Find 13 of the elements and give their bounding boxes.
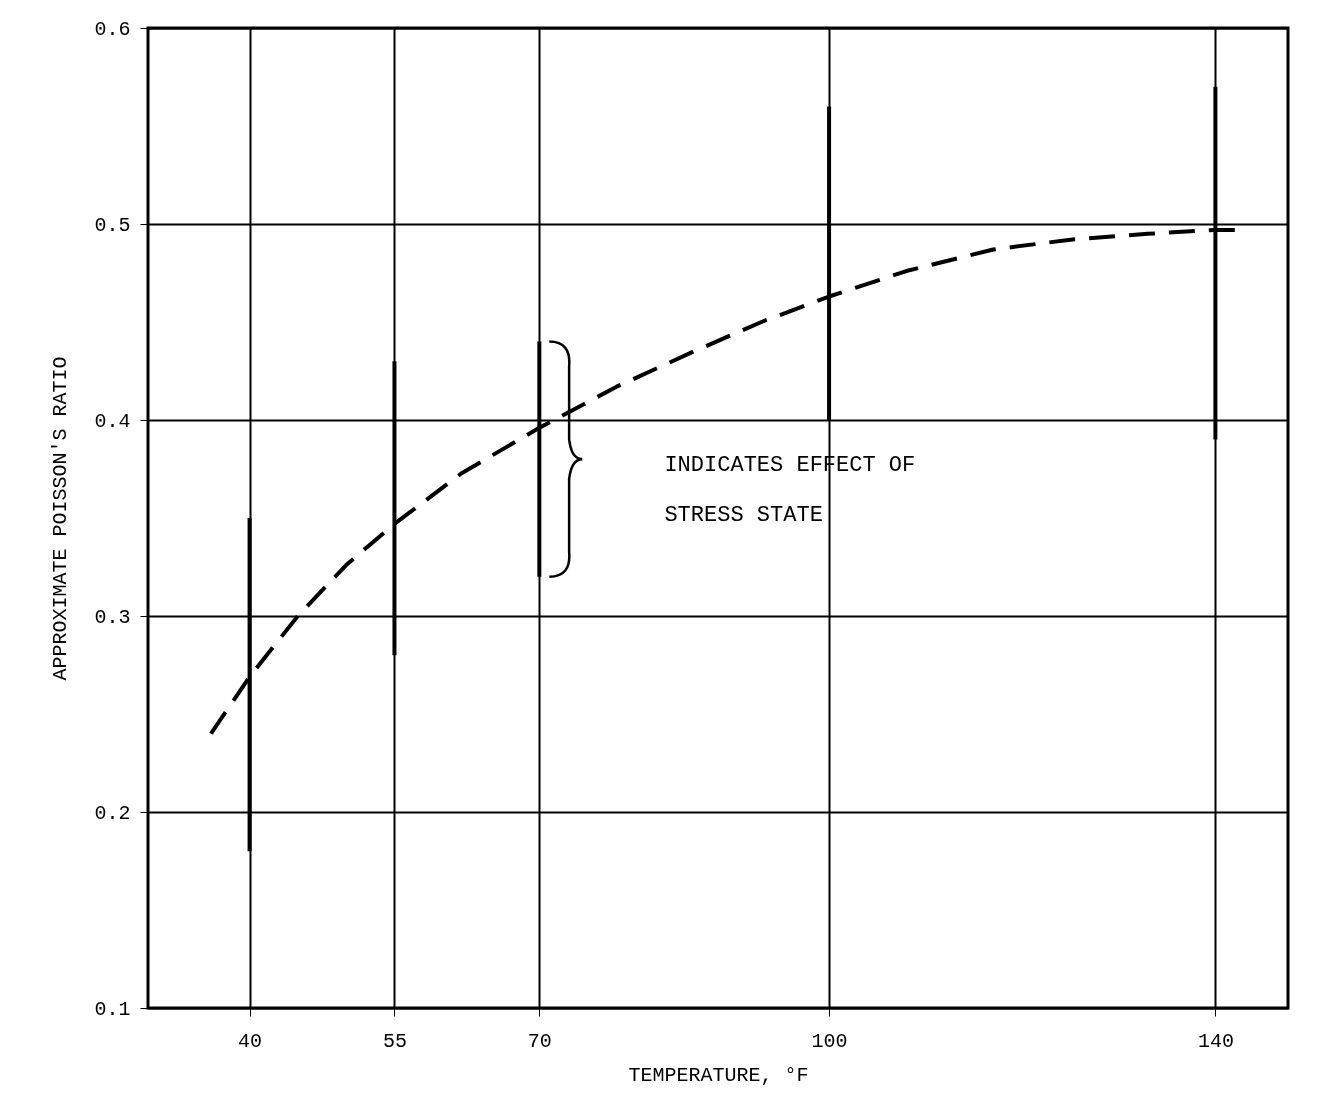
x-axis-title: TEMPERATURE, °F xyxy=(628,1063,809,1087)
y-tick-label: 0.6 xyxy=(94,17,131,41)
y-tick-label: 0.2 xyxy=(94,801,131,825)
y-tick-label: 0.1 xyxy=(94,997,131,1021)
y-axis-title: APPROXIMATE POISSON'S RATIO xyxy=(49,356,73,681)
x-tick-label: 40 xyxy=(238,1029,263,1053)
x-tick-label: 100 xyxy=(811,1029,848,1053)
x-tick-label: 140 xyxy=(1197,1029,1234,1053)
x-tick-label: 70 xyxy=(527,1029,552,1053)
y-tick-label: 0.3 xyxy=(94,605,131,629)
x-tick-label: 55 xyxy=(382,1029,407,1053)
y-tick-label: 0.5 xyxy=(94,213,131,237)
y-tick-label: 0.4 xyxy=(94,409,131,433)
